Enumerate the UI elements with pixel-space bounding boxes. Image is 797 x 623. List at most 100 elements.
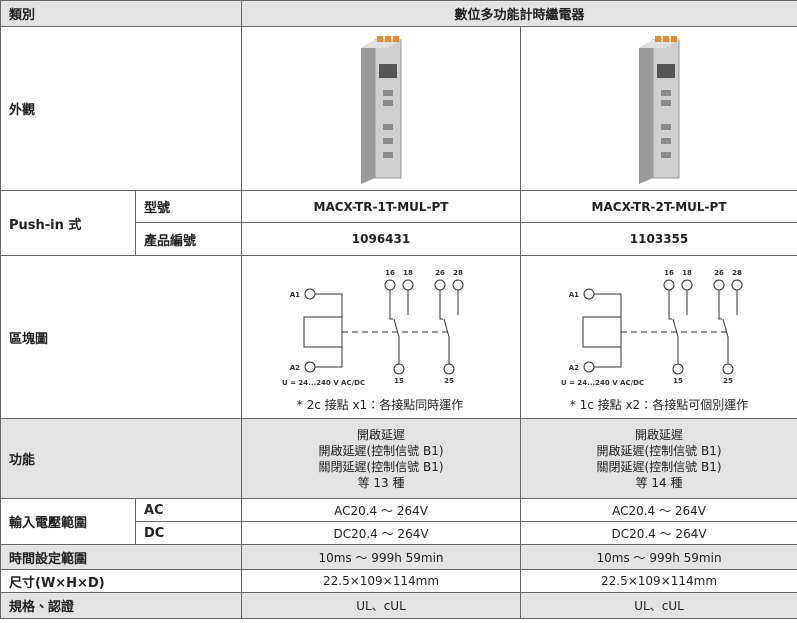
header-cell: 數位多功能計時繼電器 [241, 0, 797, 27]
wire [668, 289, 673, 319]
block-diagram: A1 A2 16 18 26 28 15 25 U = 24...240 V AC/DC * 2c… [282, 269, 464, 412]
device-image [361, 35, 402, 184]
block-diagram: A1 A2 16 18 26 28 15 25 U = 24...240 V AC/DC * 1c… [561, 269, 748, 412]
model-row: Push-in 式 型號 MACX-TR-1T-MUL-PT MACX-TR-2… [0, 190, 797, 256]
function-row: 功能 開啟延遲 開啟延遲(控制信號 B1) 關閉延遲(控制信號 B1) 等 13 種 … [0, 418, 797, 499]
sub-label: 型號 [134, 190, 243, 223]
cell: UL、cUL [520, 592, 797, 619]
diagram-label: 16 [385, 269, 395, 277]
coil [582, 316, 622, 347]
wire [315, 293, 343, 317]
sub-label: DC [134, 521, 243, 545]
wire [439, 289, 444, 319]
cell: 1096431 [241, 222, 522, 256]
diagram-cell: A1 A2 16 18 26 28 15 25 U = 24...240 V AC/DC * 2c… [241, 255, 522, 419]
terminal [672, 363, 684, 374]
dimension-row: 尺寸(W×H×D) 22.5×109×114mm 22.5×109×114mm [0, 569, 797, 593]
row-label: 規格、認證 [0, 592, 243, 619]
cell: 22.5×109×114mm [520, 569, 797, 593]
terminal [583, 288, 595, 299]
function-line: 關閉延遲(控制信號 B1) [318, 459, 444, 474]
device-image [639, 35, 680, 184]
wire [594, 346, 622, 367]
device-button [383, 123, 394, 130]
cell: 10ms ～ 999h 59min [241, 544, 522, 570]
function-line: 開啟延遲 [357, 427, 406, 442]
diagram-label: 25 [444, 377, 454, 385]
terminal [434, 279, 446, 290]
diagram-label: A1 [569, 291, 579, 299]
device-terminal [671, 35, 678, 42]
cell: 22.5×109×114mm [241, 569, 522, 593]
appearance-row: 外觀 [0, 26, 797, 191]
device-display [379, 63, 398, 78]
diagram-label: A2 [569, 364, 579, 372]
terminal [722, 363, 734, 374]
diagram-label: 28 [453, 269, 463, 277]
cell: MACX-TR-2T-MUL-PT [520, 190, 797, 223]
terminal [384, 279, 396, 290]
device-button [661, 123, 672, 130]
diagram-label: 16 [664, 269, 674, 277]
cell: AC20.4 ～ 264V [520, 498, 797, 522]
row-label: 輸入電壓範圍 [0, 498, 136, 545]
device-terminal [393, 35, 400, 42]
row-label: 尺寸(W×H×D) [0, 569, 243, 593]
device-button [661, 99, 672, 106]
function-line: 開啟延遲(控制信號 B1) [318, 443, 444, 458]
device-button [383, 137, 394, 144]
cell: 10ms ～ 999h 59min [520, 544, 797, 570]
terminal [304, 361, 316, 372]
sub-label: 產品編號 [134, 222, 243, 256]
function-line: 開啟延遲 [635, 427, 684, 442]
device-button [661, 151, 672, 158]
row-label: 區塊圖 [0, 255, 243, 419]
dc-row: DC DC20.4 ～ 264V DC20.4 ～ 264V [1, 521, 797, 545]
diagram-row: 區塊圖 A1 A2 16 18 26 28 15 25 U = 24...240 V AC/DC… [0, 255, 797, 419]
cell: UL、cUL [241, 592, 522, 619]
terminal [663, 279, 675, 290]
diagram-label: 26 [435, 269, 445, 277]
header-row: 類別 數位多功能計時繼電器 [0, 0, 797, 27]
wire [594, 293, 622, 317]
sub-label: AC [134, 498, 243, 522]
diagram-label: 18 [403, 269, 413, 277]
row-label: 時間設定範圍 [0, 544, 243, 570]
coil [303, 316, 343, 347]
diagram-label: 25 [723, 377, 733, 385]
cert-row: 規格、認證 UL、cUL UL、cUL [0, 592, 797, 619]
diagram-label: A2 [290, 364, 300, 372]
row-label: 功能 [0, 418, 243, 499]
terminal [452, 279, 464, 290]
image-cell [520, 26, 797, 191]
diagram-label: * 2c 接點 x1：各接點同時運作 [297, 397, 463, 412]
diagram-label: * 1c 接點 x2：各接點可個別運作 [570, 397, 748, 412]
device-side [361, 39, 376, 184]
device-terminal [385, 35, 392, 42]
terminal [402, 279, 414, 290]
device-terminal [663, 35, 670, 42]
function-line: 關閉延遲(控制信號 B1) [596, 459, 722, 474]
time-row: 時間設定範圍 10ms ～ 999h 59min 10ms ～ 999h 59m… [0, 544, 797, 570]
terminal [731, 279, 743, 290]
device-button [661, 137, 672, 144]
device-terminal [655, 35, 662, 42]
terminal [681, 279, 693, 290]
terminal [304, 288, 316, 299]
diagram-label: U = 24...240 V AC/DC [282, 379, 365, 387]
diagram-label: A1 [290, 291, 300, 299]
diagram-label: 15 [673, 377, 683, 385]
device-terminal [377, 35, 384, 42]
wire [389, 289, 394, 319]
device-side [639, 39, 654, 184]
cell: DC20.4 ～ 264V [241, 521, 522, 545]
function-line: 等 14 種 [635, 475, 683, 490]
wire [393, 318, 400, 364]
device-button [383, 89, 394, 96]
terminal [443, 363, 455, 374]
ac-row: 輸入電壓範圍 AC AC20.4 ～ 264V AC20.4 ～ 264V [0, 498, 797, 545]
device-button [661, 89, 672, 96]
